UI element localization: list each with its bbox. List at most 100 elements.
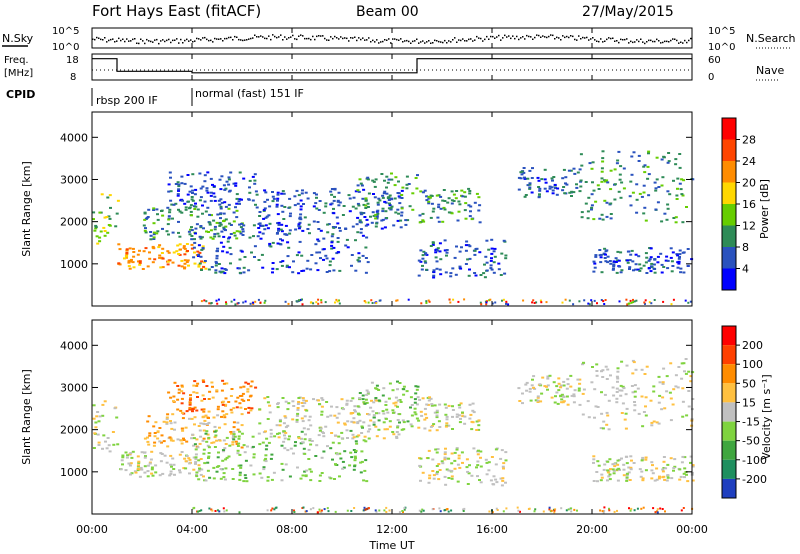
heatmap-cell	[418, 221, 422, 224]
heatmap-cell	[207, 421, 211, 424]
heatmap-cell	[199, 226, 203, 229]
heatmap-cell	[421, 471, 425, 474]
heatmap-cell	[619, 196, 623, 199]
x-tick-label: 08:00	[276, 523, 308, 536]
heatmap-cell	[264, 224, 268, 227]
heatmap-cell	[235, 230, 239, 233]
heatmap-cell	[637, 154, 641, 157]
heatmap-cell	[455, 245, 458, 248]
heatmap-cell	[301, 229, 305, 232]
heatmap-cell	[333, 195, 336, 198]
noise-point	[562, 35, 564, 37]
heatmap-cell	[264, 216, 268, 219]
heatmap-cell	[203, 398, 206, 400]
heatmap-cell	[143, 437, 147, 440]
heatmap-cell	[338, 269, 342, 272]
noise-point	[306, 37, 308, 40]
heatmap-cell	[318, 480, 322, 482]
heatmap-cell	[193, 506, 196, 509]
heatmap-cell	[437, 203, 441, 206]
heatmap-cell	[557, 389, 561, 392]
heatmap-cell	[214, 260, 218, 263]
heatmap-cell	[396, 299, 399, 302]
heatmap-cell	[366, 223, 370, 226]
heatmap-cell	[396, 425, 400, 427]
noise-point	[388, 38, 390, 40]
heatmap-cell	[184, 208, 188, 211]
heatmap-cell	[179, 199, 183, 202]
heatmap-cell	[269, 432, 273, 435]
heatmap-cell	[593, 262, 597, 265]
heatmap-cell	[451, 267, 455, 270]
heatmap-cell	[211, 237, 215, 240]
noise-point	[260, 35, 262, 37]
heatmap-cell	[237, 200, 241, 203]
heatmap-cell	[104, 440, 107, 443]
heatmap-cell	[588, 162, 592, 165]
heatmap-cell	[177, 264, 181, 267]
heatmap-cell	[655, 156, 659, 159]
heatmap-cell	[277, 221, 281, 224]
heatmap-cell	[238, 223, 242, 226]
heatmap-cell	[260, 224, 264, 227]
heatmap-cell	[196, 208, 200, 211]
heatmap-cell	[665, 479, 669, 482]
heatmap-cell	[231, 478, 235, 480]
heatmap-cell	[458, 265, 462, 268]
heatmap-cell	[438, 507, 441, 510]
heatmap-cell	[190, 214, 193, 217]
heatmap-cell	[180, 390, 184, 393]
heatmap-cell	[413, 401, 417, 404]
heatmap-cell	[422, 220, 426, 223]
heatmap-cell	[252, 456, 256, 459]
heatmap-cell	[414, 385, 418, 388]
heatmap-cell	[167, 391, 171, 394]
heatmap-cell	[208, 390, 212, 393]
heatmap-cell	[200, 248, 204, 251]
heatmap-cell	[580, 164, 584, 167]
heatmap-cell	[682, 472, 686, 475]
heatmap-cell	[301, 298, 303, 301]
heatmap-cell	[545, 385, 548, 388]
heatmap-cell	[242, 266, 246, 269]
heatmap-cell	[363, 402, 367, 405]
heatmap-cell	[299, 477, 303, 480]
heatmap-cell	[441, 462, 445, 465]
heatmap-cell	[616, 259, 620, 262]
heatmap-cell	[666, 203, 670, 206]
heatmap-cell	[127, 260, 131, 263]
heatmap-cell	[92, 404, 96, 407]
heatmap-cell	[364, 246, 368, 249]
heatmap-cell	[262, 208, 266, 211]
heatmap-cell	[96, 411, 100, 413]
heatmap-cell	[417, 426, 421, 429]
heatmap-cell	[315, 196, 318, 199]
heatmap-cell	[632, 298, 634, 301]
heatmap-cell	[655, 421, 659, 424]
heatmap-cell	[198, 262, 202, 265]
heatmap-cell	[197, 459, 201, 462]
heatmap-cell	[674, 374, 678, 377]
heatmap-cell	[464, 217, 468, 220]
heatmap-cell	[234, 400, 238, 403]
heatmap-cell	[530, 177, 534, 179]
noise-point	[380, 41, 382, 43]
heatmap-cell	[188, 472, 191, 475]
noise-point	[190, 39, 192, 41]
heatmap-cell	[309, 470, 313, 473]
heatmap-cell	[227, 183, 231, 186]
heatmap-cell	[605, 179, 609, 182]
heatmap-cell	[297, 223, 301, 226]
heatmap-cell	[601, 150, 605, 153]
noise-point	[278, 36, 280, 38]
heatmap-cell	[400, 428, 404, 431]
heatmap-cell	[229, 253, 233, 256]
heatmap-cell	[609, 217, 613, 220]
heatmap-cell	[125, 251, 129, 254]
noise-point	[558, 37, 560, 39]
heatmap-cell	[413, 407, 417, 410]
heatmap-cell	[246, 390, 250, 393]
heatmap-cell	[245, 480, 249, 483]
heatmap-cell	[242, 224, 246, 227]
heatmap-cell	[153, 435, 157, 438]
